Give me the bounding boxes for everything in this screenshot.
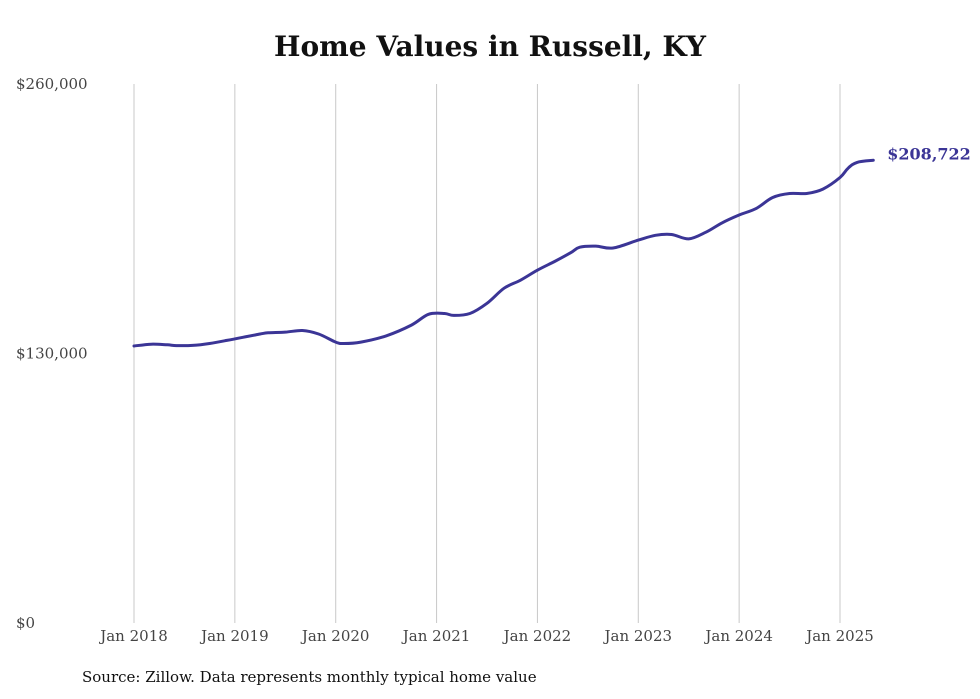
x-tick-label: Jan 2019 xyxy=(199,627,269,645)
x-tick-label: Jan 2025 xyxy=(804,627,874,645)
gridlines xyxy=(133,84,841,623)
x-tick-label: Jan 2020 xyxy=(300,627,370,645)
y-tick-label: $130,000 xyxy=(16,345,88,363)
x-tick-label: Jan 2021 xyxy=(401,627,471,645)
y-tick-label: $0 xyxy=(16,614,35,632)
x-tick-label: Jan 2024 xyxy=(703,627,773,645)
x-axis: Jan 2018 Jan 2019 Jan 2020 Jan 2021 Jan 2022… xyxy=(98,627,874,645)
x-tick-label: Jan 2022 xyxy=(502,627,572,645)
chart-title: Home Values in Russell, KY xyxy=(274,30,706,63)
x-tick-label: Jan 2018 xyxy=(98,627,168,645)
series-line-0 xyxy=(132,158,875,348)
y-axis: $0 $130,000 $260,000 xyxy=(16,75,88,632)
y-tick-label: $260,000 xyxy=(16,75,88,93)
source-note: Source: Zillow. Data represents monthly … xyxy=(82,668,537,686)
x-tick-label: Jan 2023 xyxy=(603,627,673,645)
series-lines: $208,722 xyxy=(132,144,971,348)
end-value-label: $208,722 xyxy=(887,144,971,163)
